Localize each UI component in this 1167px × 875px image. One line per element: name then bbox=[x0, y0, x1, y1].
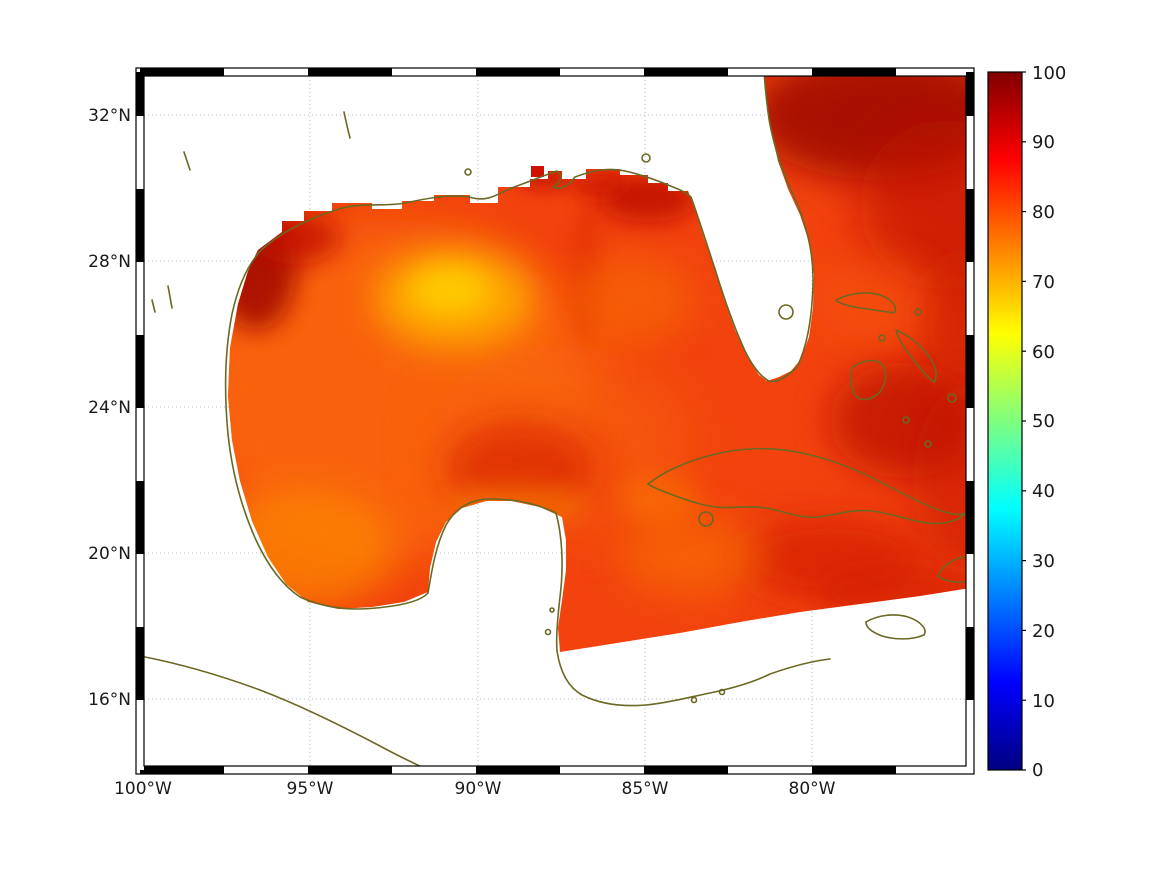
bahamas-cay bbox=[914, 308, 922, 316]
lagoon bbox=[167, 285, 173, 309]
heatmap-blob bbox=[917, 260, 970, 390]
lagoon bbox=[183, 151, 191, 171]
lagoon bbox=[151, 299, 156, 313]
colorbar-tick-label: 60 bbox=[1032, 342, 1055, 363]
y-tick-label: 28°N bbox=[88, 252, 131, 272]
colorbar: 100 90 80 70 60 50 40 30 20 10 0 bbox=[987, 63, 1066, 781]
heatmap-blob bbox=[565, 255, 695, 345]
frame-outer-line bbox=[135, 67, 975, 775]
coastline-gulf-north bbox=[224, 71, 814, 435]
data-cell bbox=[531, 166, 544, 177]
islet bbox=[549, 607, 555, 613]
bahamas-cay bbox=[878, 334, 886, 342]
lagoon bbox=[343, 111, 351, 139]
y-tick-label: 24°N bbox=[88, 398, 131, 418]
frame-inner-line bbox=[143, 75, 967, 767]
x-tick-label: 95°W bbox=[287, 779, 334, 799]
bahamas-island bbox=[895, 329, 937, 383]
y-tick-label: 20°N bbox=[88, 544, 131, 564]
colorbar-tick-label: 100 bbox=[1032, 63, 1066, 84]
heatmap-layer bbox=[228, 72, 970, 652]
x-tick-label: 90°W bbox=[455, 779, 502, 799]
heatmap-blob bbox=[252, 212, 340, 264]
heatmap-blob bbox=[620, 475, 700, 525]
islet bbox=[641, 153, 651, 163]
colorbar-tick-label: 90 bbox=[1032, 132, 1055, 153]
lake-okeechobee-outline bbox=[778, 304, 794, 320]
bahamas-cay bbox=[947, 393, 957, 403]
bahamas-cay bbox=[902, 416, 910, 424]
small-islands-and-lagoons bbox=[151, 111, 726, 704]
heatmap-blob bbox=[412, 266, 488, 314]
colorbar-tick-label: 40 bbox=[1032, 481, 1055, 502]
x-tick-label: 80°W bbox=[789, 779, 836, 799]
islet bbox=[544, 628, 552, 636]
x-tick-label: 85°W bbox=[622, 779, 669, 799]
coastlines bbox=[139, 71, 971, 771]
colorbar-labels: 100 90 80 70 60 50 40 30 20 10 0 bbox=[1032, 63, 1066, 781]
axes-frame bbox=[135, 67, 975, 775]
islet bbox=[718, 688, 726, 696]
heatmap-blob bbox=[572, 170, 628, 198]
bahamas-outline bbox=[835, 292, 957, 448]
heatmap-blob bbox=[815, 566, 970, 618]
colorbar-tick-label: 30 bbox=[1032, 551, 1055, 572]
colorbar-ticks bbox=[1022, 71, 1026, 771]
colorbar-tick-label: 80 bbox=[1032, 202, 1055, 223]
colorbar-tick-label: 0 bbox=[1032, 760, 1043, 781]
heatmap-blob bbox=[617, 516, 767, 596]
heatmap-blob bbox=[228, 490, 395, 610]
cuba-outline bbox=[647, 447, 967, 525]
heatmap-blob bbox=[450, 485, 590, 525]
colorbar-gradient bbox=[987, 71, 1023, 771]
bahamas-island bbox=[835, 292, 896, 314]
islet bbox=[464, 168, 472, 176]
heatmap-blob bbox=[860, 120, 970, 290]
isla-juventud-outline bbox=[698, 511, 714, 527]
y-tick-label: 32°N bbox=[88, 106, 131, 126]
heatmap-blob bbox=[810, 260, 930, 340]
x-tick-label: 100°W bbox=[114, 779, 172, 799]
bahamas-island bbox=[850, 359, 887, 401]
colorbar-tick-label: 20 bbox=[1032, 621, 1055, 642]
hispaniola-outline bbox=[937, 555, 971, 583]
coastline-mexico-yucatan bbox=[227, 433, 831, 707]
colorbar-tick-label: 70 bbox=[1032, 272, 1055, 293]
jamaica-outline bbox=[865, 614, 926, 640]
colorbar-tick-label: 10 bbox=[1032, 691, 1055, 712]
islet bbox=[690, 696, 698, 704]
x-axis-labels: 100°W 95°W 90°W 85°W 80°W bbox=[114, 779, 836, 799]
y-tick-label: 16°N bbox=[88, 690, 131, 710]
coastline-pacific-mexico bbox=[139, 655, 429, 771]
bahamas-cay bbox=[924, 440, 932, 448]
y-axis-labels: 32°N 28°N 24°N 20°N 16°N bbox=[88, 106, 131, 710]
colorbar-tick-label: 50 bbox=[1032, 411, 1055, 432]
